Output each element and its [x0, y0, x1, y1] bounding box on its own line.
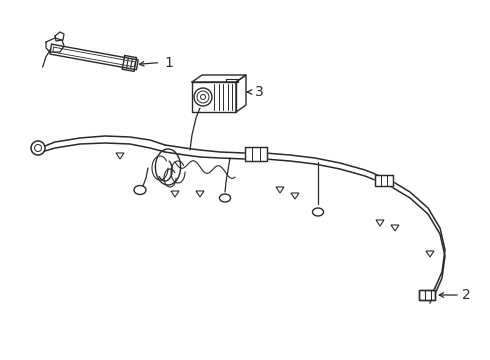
Text: 2: 2: [462, 288, 471, 302]
Bar: [375, 175, 393, 186]
Polygon shape: [375, 175, 393, 186]
Polygon shape: [192, 82, 236, 112]
Polygon shape: [226, 79, 238, 82]
Bar: [419, 290, 435, 300]
Polygon shape: [419, 290, 435, 300]
Bar: [419, 290, 435, 300]
Polygon shape: [192, 75, 246, 82]
Polygon shape: [236, 75, 246, 112]
Polygon shape: [122, 55, 137, 71]
Bar: [375, 175, 393, 186]
Polygon shape: [46, 38, 64, 52]
Polygon shape: [50, 44, 138, 70]
Text: 1: 1: [164, 55, 173, 69]
Bar: [245, 147, 267, 161]
Bar: [245, 147, 267, 161]
Text: 3: 3: [255, 85, 264, 99]
Polygon shape: [245, 147, 267, 161]
Polygon shape: [55, 32, 64, 41]
